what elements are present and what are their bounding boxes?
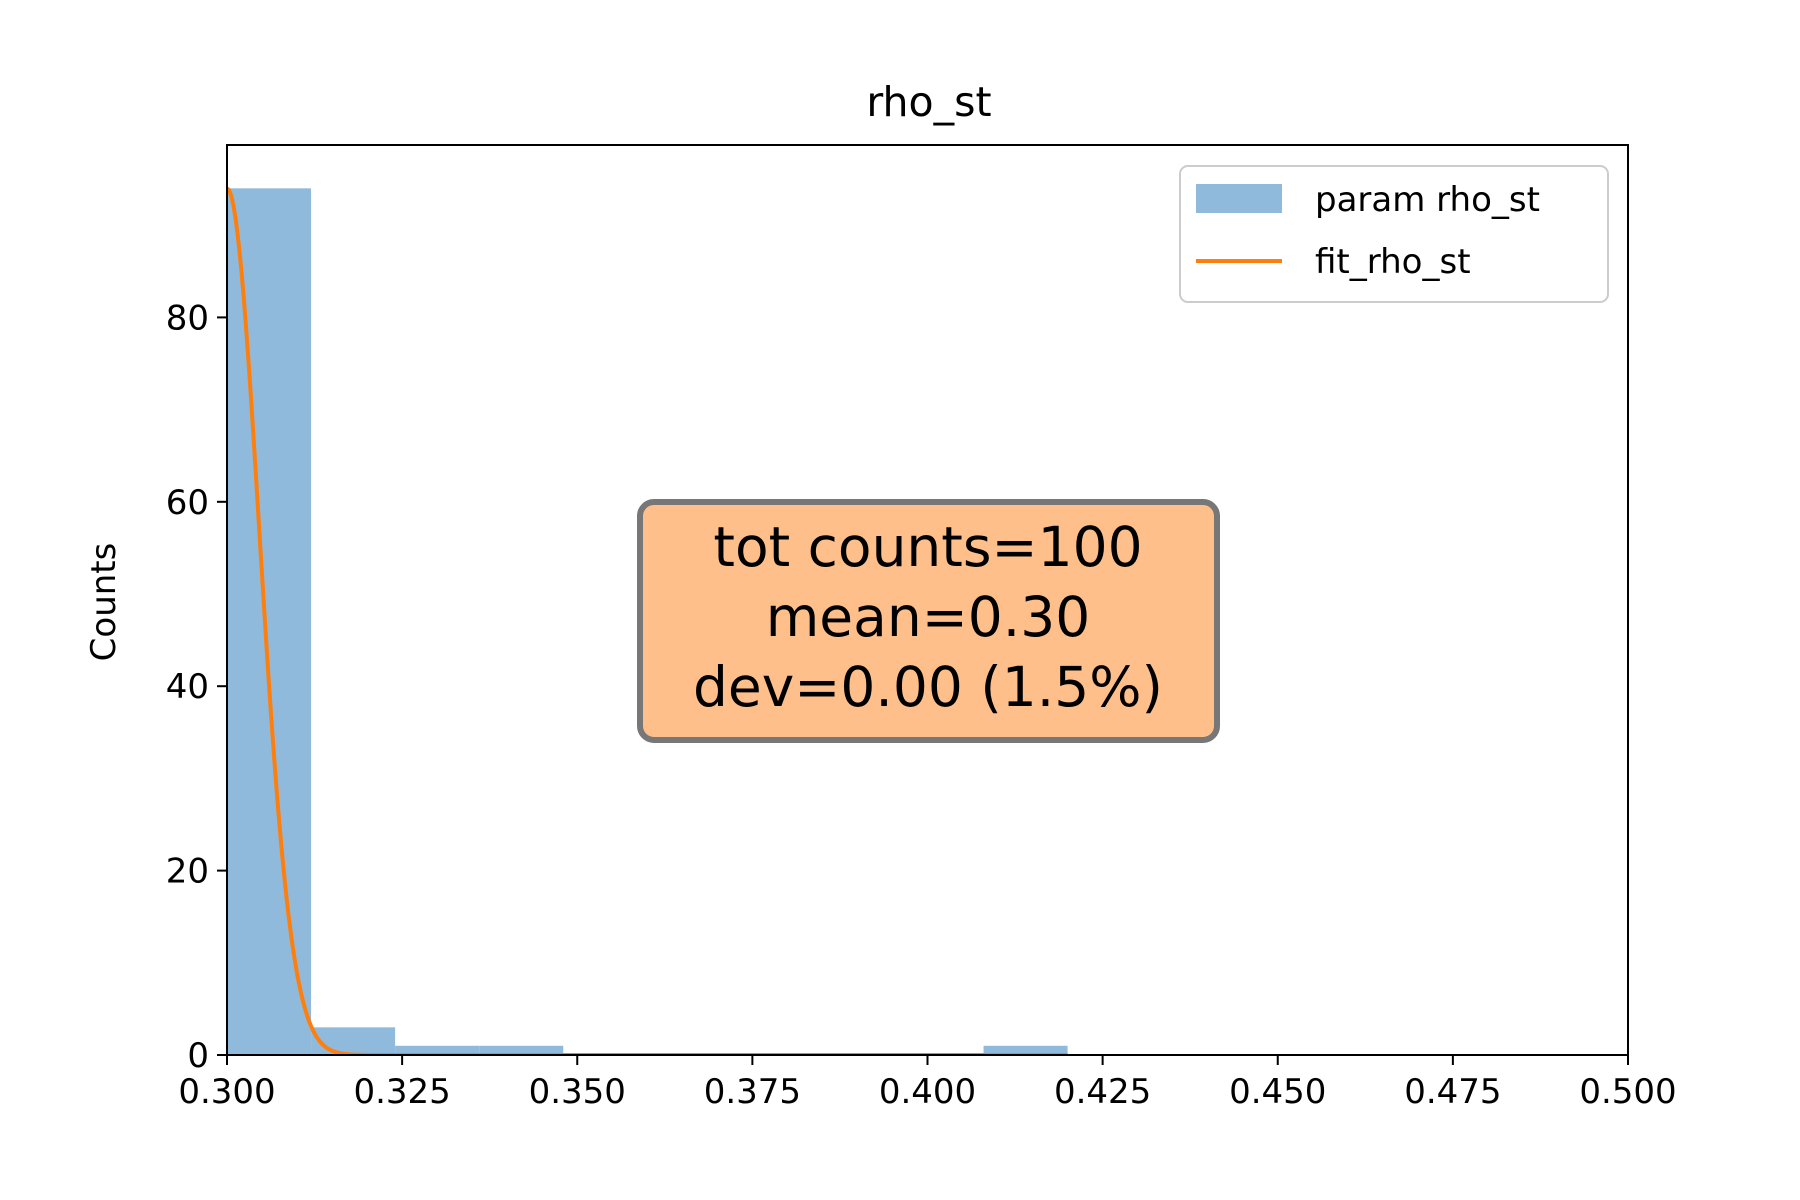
y-tick-label: 80: [166, 298, 209, 338]
stats-line: tot counts=100: [713, 515, 1142, 579]
y-tick-label: 60: [166, 483, 209, 523]
y-tick-label: 0: [187, 1036, 209, 1076]
y-tick-label: 40: [166, 667, 209, 707]
stats-box-background: [637, 499, 1220, 743]
legend-frame: [1179, 165, 1609, 303]
x-tick-label: 0.375: [704, 1072, 801, 1112]
legend-swatch-histogram: [1196, 184, 1282, 213]
histogram-bar: [311, 1027, 396, 1055]
histogram-bar: [395, 1045, 480, 1055]
x-tick-label: 0.425: [1054, 1072, 1151, 1112]
x-tick-label: 0.450: [1229, 1072, 1326, 1112]
x-tick-label: 0.475: [1404, 1072, 1501, 1112]
chart-title: rho_st: [866, 78, 991, 126]
x-tick-label: 0.400: [879, 1072, 976, 1112]
legend-label-fit: fit_rho_st: [1315, 242, 1471, 282]
legend-label-histogram: param rho_st: [1315, 180, 1540, 220]
y-tick-label: 20: [166, 852, 209, 892]
histogram-bar: [227, 188, 312, 1056]
stats-line: mean=0.30: [766, 585, 1091, 649]
legend: param rho_st fit_rho_st: [1179, 165, 1609, 303]
x-tick-label: 0.500: [1579, 1072, 1676, 1112]
plot-area: 0.300 0.325 0.350 0.375 0.400 0.425 0.450 0.475…: [166, 144, 1677, 1112]
histogram-bar: [479, 1045, 564, 1055]
stats-line: dev=0.00 (1.5%): [693, 655, 1163, 719]
y-axis-label: Counts: [84, 543, 124, 662]
x-tick-label: 0.325: [353, 1072, 450, 1112]
x-tick-label: 0.300: [178, 1072, 275, 1112]
x-tick-label: 0.350: [529, 1072, 626, 1112]
histogram-bar: [983, 1045, 1068, 1055]
